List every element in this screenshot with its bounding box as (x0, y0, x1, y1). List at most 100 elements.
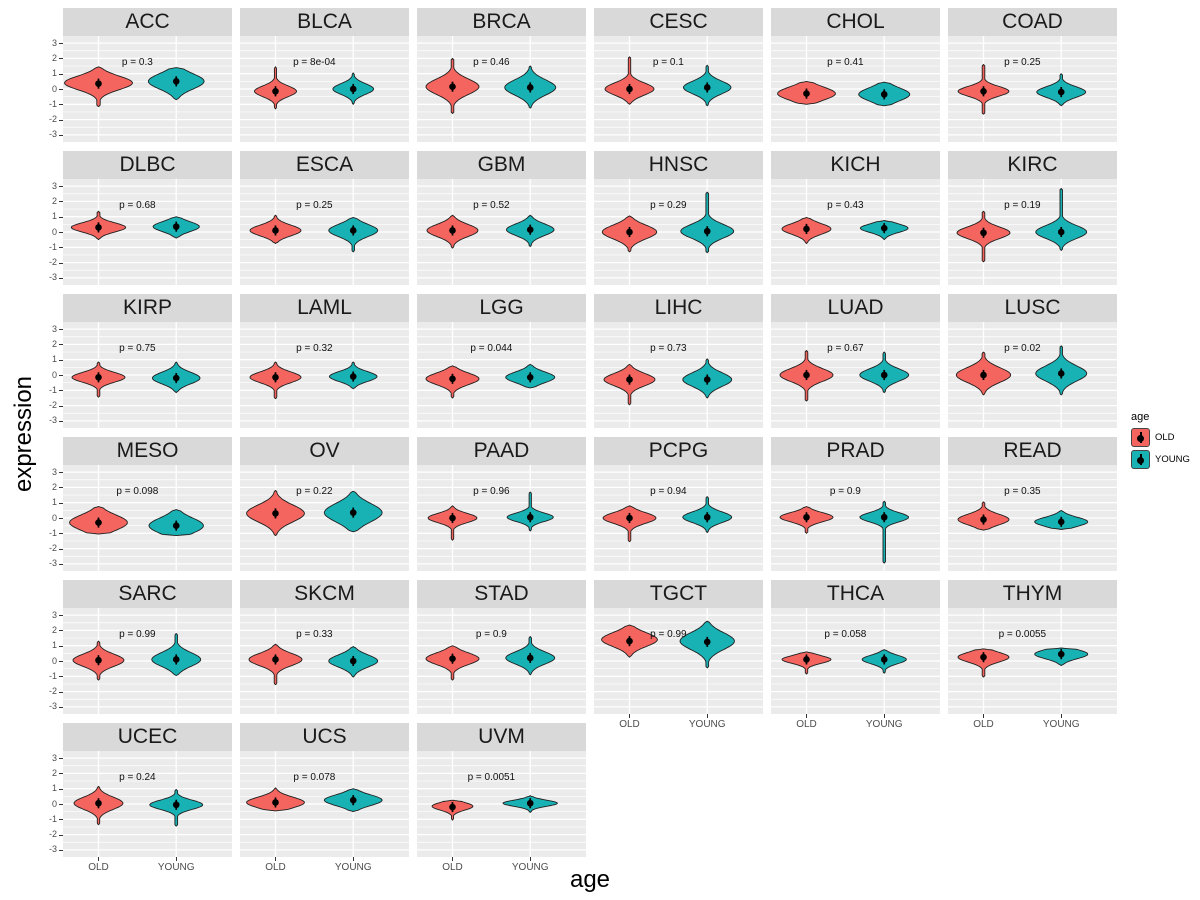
x-tick-label: OLD (88, 862, 109, 873)
facet-GBM: GBM p = 0.52 (417, 151, 586, 309)
facet-panel: p = 0.19 (948, 179, 1117, 285)
legend-label: YOUNG (1155, 454, 1190, 465)
y-tick-mark (59, 533, 63, 535)
p-value-label: p = 0.52 (473, 200, 510, 211)
facet-strip-label: UVM (478, 725, 525, 748)
y-tick-mark (59, 548, 63, 550)
x-tick-mark (707, 714, 709, 718)
x-tick-mark (98, 857, 100, 861)
facet-UVM: UVM p = 0.0051 OLD YOUNG (417, 723, 586, 881)
facet-OV: OV p = 0.22 (240, 437, 409, 595)
facet-UCS: UCS p = 0.078 OLD YOUNG (240, 723, 409, 881)
p-value-label: p = 0.078 (293, 772, 335, 783)
p-value-label: p = 0.1 (653, 57, 684, 68)
facet-strip: GBM (417, 151, 586, 179)
median-point (526, 513, 534, 521)
facet-strip: LIHC (594, 294, 763, 322)
facet-strip: COAD (948, 8, 1117, 36)
facet-strip-label: LAML (297, 296, 352, 319)
y-tick-label: -3 (48, 701, 57, 712)
p-value-label: p = 0.3 (122, 57, 153, 68)
facet-PCPG: PCPG p = 0.94 (594, 437, 763, 595)
y-tick-label: -2 (48, 543, 57, 554)
legend-item-young: YOUNG (1131, 450, 1190, 469)
p-value-label: p = 0.43 (827, 200, 864, 211)
facet-strip-label: KIRC (1007, 153, 1058, 176)
p-value-label: p = 0.41 (827, 57, 864, 68)
p-value-label: p = 0.73 (650, 343, 687, 354)
legend-key-point (1137, 434, 1144, 442)
x-tick-label: OLD (796, 719, 817, 730)
median-point (526, 799, 534, 807)
median-point (172, 223, 180, 230)
y-tick-mark (59, 186, 63, 188)
facet-strip: MESO (63, 437, 232, 465)
y-tick-mark (59, 502, 63, 504)
y-tick-mark (59, 405, 63, 407)
median-point (449, 514, 456, 522)
median-point (626, 228, 633, 236)
median-point (1057, 518, 1065, 526)
facet-panel: p = 0.73 (594, 322, 763, 428)
median-point (272, 227, 279, 234)
y-tick-mark (59, 344, 63, 346)
y-tick-label: 2 (51, 52, 57, 63)
facet-READ: READ p = 0.35 (948, 437, 1117, 595)
y-tick-mark (59, 819, 63, 821)
median-point (349, 373, 357, 380)
facet-strip-label: CHOL (826, 10, 885, 33)
median-point (880, 371, 888, 379)
y-tick-label: 1 (51, 354, 57, 365)
y-tick-label: 1 (51, 640, 57, 651)
x-axis-title: age (569, 866, 611, 893)
facet-panel: p = 0.68 (63, 179, 232, 285)
legend-items: OLD YOUNG (1131, 428, 1190, 469)
facet-LGG: LGG p = 0.044 (417, 294, 586, 452)
y-tick-label: 1 (51, 211, 57, 222)
median-point (626, 514, 633, 522)
facet-LIHC: LIHC p = 0.73 (594, 294, 763, 452)
facet-strip: READ (948, 437, 1117, 465)
median-point (1057, 88, 1065, 96)
facet-THYM: THYM p = 0.0055 OLD YOUNG (948, 580, 1117, 738)
facet-strip-label: BLCA (297, 10, 352, 33)
p-value-label: p = 0.9 (476, 629, 507, 640)
x-tick-mark (1061, 714, 1063, 718)
p-value-label: p = 0.99 (650, 629, 687, 640)
facet-strip: DLBC (63, 151, 232, 179)
facet-strip: UCEC (63, 723, 232, 751)
facet-SARC: SARC p = 0.99 3 2 1 0 -1 -2 -3 (49, 580, 232, 738)
y-tick-mark (59, 247, 63, 249)
facet-strip-label: UCEC (117, 725, 178, 748)
median-point (526, 654, 534, 662)
x-tick-label: YOUNG (688, 719, 726, 730)
p-value-label: p = 0.33 (296, 629, 333, 640)
p-value-label: p = 0.67 (827, 343, 864, 354)
facet-KIRC: KIRC p = 0.19 (948, 151, 1117, 309)
p-value-label: p = 0.02 (1004, 343, 1041, 354)
y-tick-label: 1 (51, 68, 57, 79)
violin-old (602, 505, 657, 543)
facet-panel: p = 0.044 (417, 322, 586, 428)
facet-ESCA: ESCA p = 0.25 (240, 151, 409, 309)
facet-panel: p = 0.46 (417, 36, 586, 142)
median-point (95, 373, 102, 381)
p-value-label: p = 0.9 (830, 486, 861, 497)
facet-strip: CHOL (771, 8, 940, 36)
facet-strip: BRCA (417, 8, 586, 36)
median-point (803, 225, 810, 233)
facet-strip-label: ACC (125, 10, 170, 33)
y-tick-label: 0 (51, 369, 57, 380)
y-tick-label: 0 (51, 512, 57, 523)
facet-strip: SKCM (240, 580, 409, 608)
p-value-label: p = 0.044 (470, 343, 512, 354)
p-value-label: p = 0.75 (119, 343, 156, 354)
facet-strip: KICH (771, 151, 940, 179)
facet-strip: SARC (63, 580, 232, 608)
y-tick-mark (59, 359, 63, 361)
y-tick-label: 3 (51, 609, 57, 620)
facet-strip-label: READ (1003, 439, 1062, 462)
median-point (626, 85, 633, 93)
median-point (272, 656, 279, 663)
p-value-label: p = 0.96 (473, 486, 510, 497)
